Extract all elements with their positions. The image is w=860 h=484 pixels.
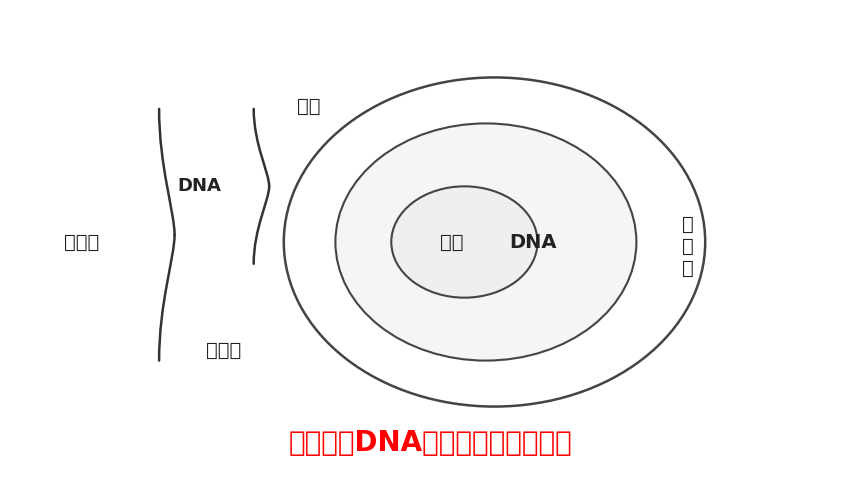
Text: 染色体、DNA和基因三者关系图解: 染色体、DNA和基因三者关系图解 [288,429,572,457]
Text: 蛋白质: 蛋白质 [206,341,242,361]
Ellipse shape [391,186,538,298]
Ellipse shape [284,77,705,407]
Text: 染色体: 染色体 [64,232,99,252]
Text: 基因: 基因 [439,232,464,252]
Text: DNA: DNA [177,177,222,196]
Text: 染
色
体: 染 色 体 [682,215,694,278]
Text: DNA: DNA [509,232,557,252]
Ellipse shape [335,123,636,361]
Text: 基因: 基因 [297,97,320,116]
